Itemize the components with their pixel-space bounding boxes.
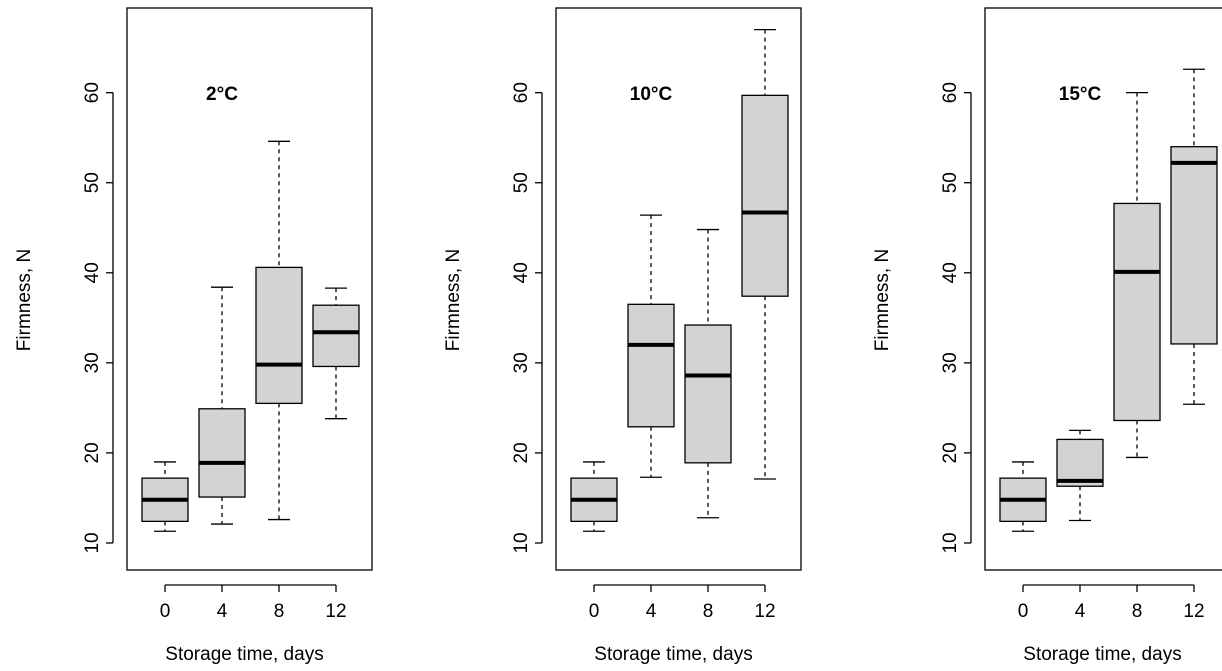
y-tick-label: 30 bbox=[82, 352, 103, 373]
x-tick-label: 12 bbox=[1183, 601, 1204, 622]
x-tick-label: 4 bbox=[217, 601, 228, 622]
panel-title: 2°C bbox=[206, 84, 238, 105]
box bbox=[1113, 202, 1161, 422]
x-tick-label: 0 bbox=[1018, 601, 1029, 622]
y-tick-label: 40 bbox=[511, 262, 532, 283]
y-tick-label: 60 bbox=[940, 82, 961, 103]
y-tick-label: 10 bbox=[511, 532, 532, 553]
y-tick-label: 50 bbox=[82, 172, 103, 193]
y-axis-label: Firmness, N bbox=[14, 249, 35, 351]
x-tick-label: 0 bbox=[160, 601, 171, 622]
box bbox=[627, 303, 675, 428]
box bbox=[255, 266, 303, 405]
plot-frame bbox=[126, 7, 373, 571]
y-tick-label: 60 bbox=[82, 82, 103, 103]
x-tick-label: 12 bbox=[754, 601, 775, 622]
x-axis-label: Storage time, days bbox=[1023, 644, 1181, 665]
y-tick-label: 30 bbox=[511, 352, 532, 373]
y-tick-label: 20 bbox=[82, 442, 103, 463]
y-tick-label: 50 bbox=[511, 172, 532, 193]
plot-frame bbox=[555, 7, 802, 571]
y-tick-label: 40 bbox=[82, 262, 103, 283]
x-tick-label: 0 bbox=[589, 601, 600, 622]
y-tick-label: 10 bbox=[82, 532, 103, 553]
box bbox=[684, 324, 732, 464]
y-axis-label: Firmness, N bbox=[443, 249, 464, 351]
x-axis-label: Storage time, days bbox=[165, 644, 323, 665]
y-tick-label: 50 bbox=[940, 172, 961, 193]
plot-frame bbox=[984, 7, 1222, 571]
y-tick-label: 60 bbox=[511, 82, 532, 103]
y-tick-label: 20 bbox=[511, 442, 532, 463]
x-tick-label: 8 bbox=[1132, 601, 1143, 622]
y-tick-label: 40 bbox=[940, 262, 961, 283]
y-tick-label: 30 bbox=[940, 352, 961, 373]
x-tick-label: 4 bbox=[646, 601, 657, 622]
box bbox=[198, 408, 246, 498]
panel-title: 10°C bbox=[630, 84, 673, 105]
box bbox=[741, 94, 789, 297]
box bbox=[1170, 146, 1218, 345]
panel-title: 15°C bbox=[1059, 84, 1102, 105]
x-axis-label: Storage time, days bbox=[594, 644, 752, 665]
x-tick-label: 8 bbox=[274, 601, 285, 622]
x-tick-label: 4 bbox=[1075, 601, 1086, 622]
y-axis-label: Firmness, N bbox=[872, 249, 893, 351]
box bbox=[312, 304, 360, 368]
x-tick-label: 12 bbox=[325, 601, 346, 622]
y-tick-label: 20 bbox=[940, 442, 961, 463]
box bbox=[1056, 438, 1104, 487]
y-tick-label: 10 bbox=[940, 532, 961, 553]
x-tick-label: 8 bbox=[703, 601, 714, 622]
